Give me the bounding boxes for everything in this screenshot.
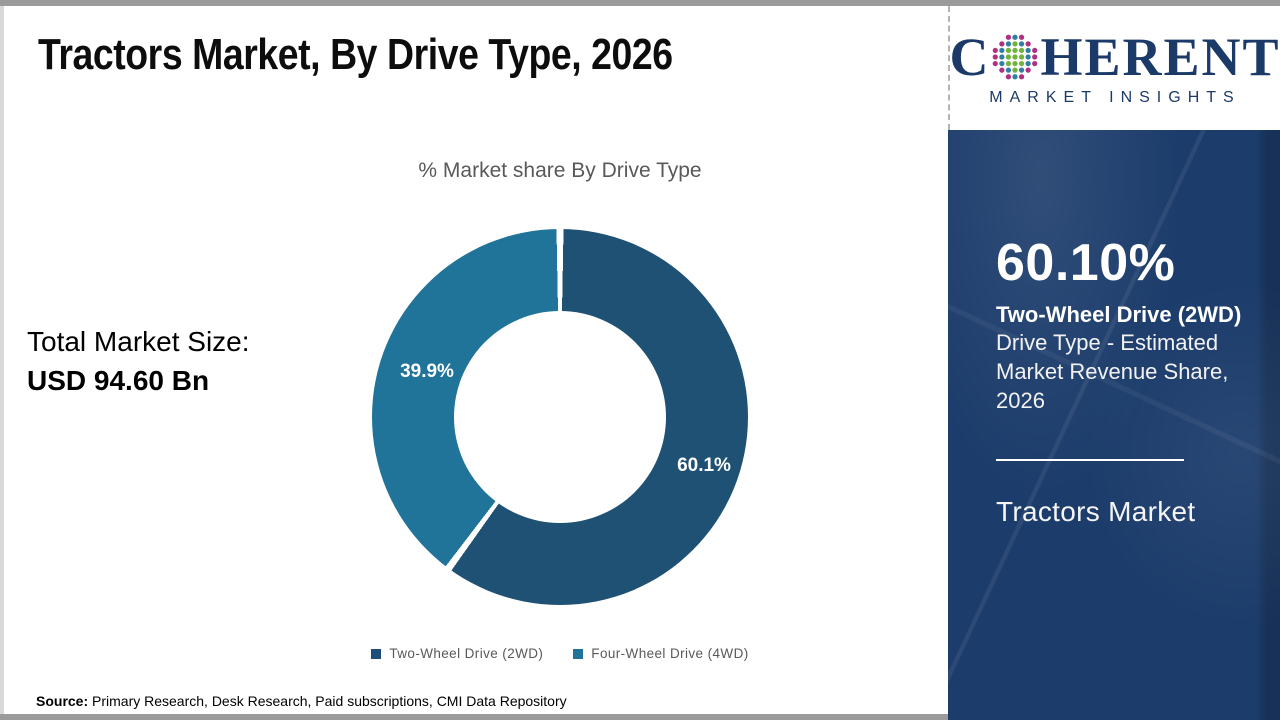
frame-bottom-bar <box>0 714 948 720</box>
legend-swatch-4wd-icon <box>573 648 584 659</box>
legend-label-4wd: Four-Wheel Drive (4WD) <box>591 646 749 661</box>
donut-hole <box>454 311 666 523</box>
logo-subtitle: MARKET INSIGHTS <box>989 88 1241 106</box>
source-label: Source: <box>36 693 89 709</box>
source-text: Primary Research, Desk Research, Paid su… <box>88 693 567 709</box>
chart-title: % Market share By Drive Type <box>418 159 702 182</box>
slice-label-4wd: 39.9% <box>400 361 454 382</box>
page-title: Tractors Market, By Drive Type, 2026 <box>38 30 673 79</box>
legend-item-4wd: Four-Wheel Drive (4WD) <box>573 646 748 661</box>
total-market-size-value: USD 94.60 Bn <box>27 364 210 396</box>
chart-legend: Two-Wheel Drive (2WD) Four-Wheel Drive (… <box>210 646 910 661</box>
logo-letter-c: C <box>949 26 991 87</box>
globe-dots-icon <box>993 34 1038 79</box>
sidebar-divider <box>996 459 1184 461</box>
source-line: Source: Primary Research, Desk Research,… <box>36 693 567 709</box>
logo-wordmark: C HERENT <box>949 30 1280 84</box>
frame-left-bar <box>0 6 4 720</box>
frame-top-bar <box>0 0 1280 6</box>
donut-chart: 60.1% 39.9% <box>372 229 748 605</box>
legend-item-2wd: Two-Wheel Drive (2WD) <box>371 646 543 661</box>
slice-label-2wd: 60.1% <box>677 455 731 476</box>
sidebar-market-title: Tractors Market <box>996 496 1196 527</box>
stat-label-description: Drive Type - Estimated Market Revenue Sh… <box>996 329 1229 414</box>
legend-label-2wd: Two-Wheel Drive (2WD) <box>389 646 544 661</box>
highlight-sidebar: 60.10% Two-Wheel Drive (2WD) Drive Type … <box>948 130 1280 720</box>
coherent-logo: C HERENT MARKET INSIGHTS <box>948 6 1280 130</box>
total-market-size-block: Total Market Size: USD 94.60 Bn <box>27 323 250 400</box>
total-market-size-label: Total Market Size: <box>27 326 250 357</box>
stat-label-bold: Two-Wheel Drive (2WD) <box>996 301 1242 327</box>
sidebar-stat-block: 60.10% Two-Wheel Drive (2WD) Drive Type … <box>996 234 1254 416</box>
stat-value: 60.10% <box>996 234 1176 292</box>
legend-swatch-2wd-icon <box>371 648 382 659</box>
logo-letters-herent: HERENT <box>1040 26 1280 87</box>
